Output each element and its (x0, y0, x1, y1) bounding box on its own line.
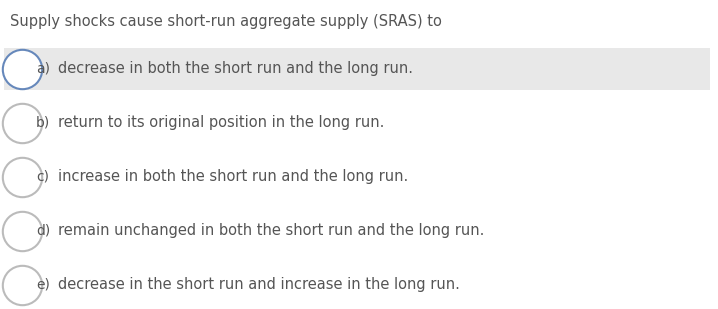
Point (17, 229, 28, 234)
Text: e): e) (36, 278, 50, 292)
FancyBboxPatch shape (4, 48, 710, 90)
Text: increase in both the short run and the long run.: increase in both the short run and the l… (58, 170, 409, 184)
Text: remain unchanged in both the short run and the long run.: remain unchanged in both the short run a… (58, 223, 485, 239)
Point (17, 175, 28, 180)
Text: decrease in the short run and increase in the long run.: decrease in the short run and increase i… (58, 277, 460, 293)
Text: decrease in both the short run and the long run.: decrease in both the short run and the l… (58, 61, 413, 77)
Text: b): b) (36, 116, 50, 130)
Text: return to its original position in the long run.: return to its original position in the l… (58, 116, 384, 130)
Text: a): a) (36, 62, 50, 76)
Point (17, 282, 28, 287)
Text: c): c) (36, 170, 49, 184)
Text: Supply shocks cause short-run aggregate supply (SRAS) to: Supply shocks cause short-run aggregate … (10, 14, 442, 29)
Text: d): d) (36, 224, 50, 238)
Point (17, 121, 28, 125)
Point (17, 66, 28, 71)
